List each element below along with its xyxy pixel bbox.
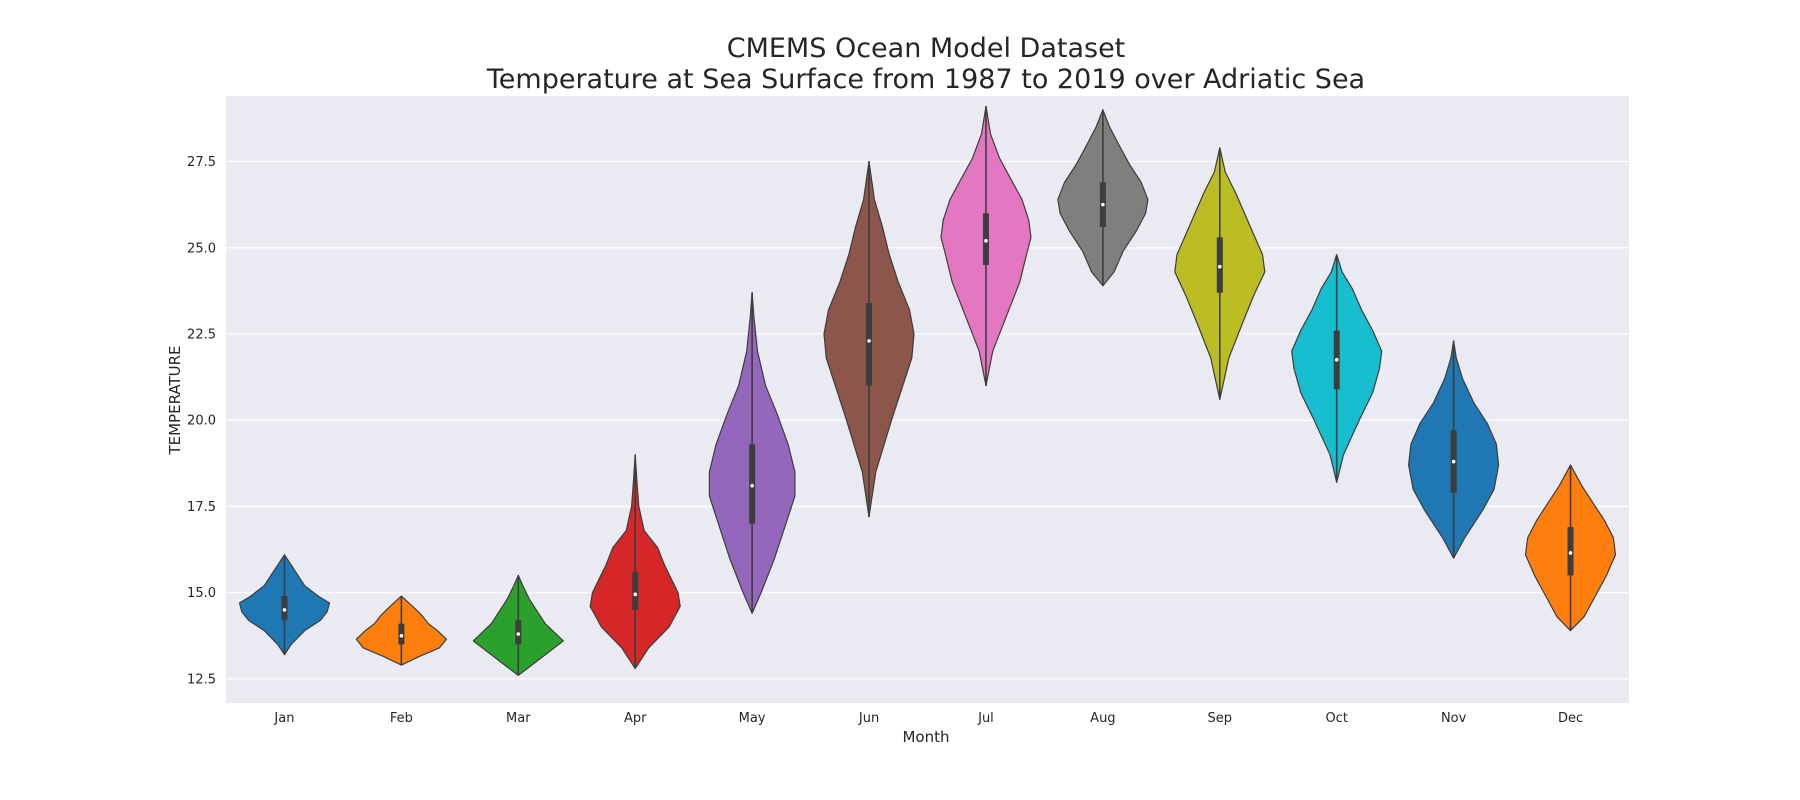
median-point xyxy=(1101,202,1105,207)
y-tick-label: 12.5 xyxy=(187,672,216,687)
iqr-box xyxy=(632,571,639,610)
median-point xyxy=(984,239,988,243)
chart-title-line-2: Temperature at Sea Surface from 1987 to … xyxy=(486,64,1365,95)
gridlines xyxy=(226,160,1629,680)
y-tick-label: 27.5 xyxy=(187,155,216,170)
violin-nov xyxy=(1408,340,1500,559)
x-tick-label: Feb xyxy=(390,711,413,726)
median-point xyxy=(399,633,404,638)
violin-mar xyxy=(472,574,564,676)
iqr-box xyxy=(866,302,873,386)
median-point xyxy=(1568,551,1573,555)
violin-may xyxy=(708,292,796,614)
x-tick-label: Apr xyxy=(624,711,647,726)
y-tick-label: 20.0 xyxy=(187,414,216,429)
x-tick-label: May xyxy=(739,711,766,726)
violin-apr xyxy=(589,454,681,670)
violin-sep xyxy=(1174,147,1266,401)
x-tick-label: Nov xyxy=(1441,711,1467,726)
x-tick-label: Jan xyxy=(273,711,294,726)
median-point xyxy=(1334,358,1339,362)
chart-title-line-1: CMEMS Ocean Model Dataset xyxy=(727,33,1126,64)
median-point xyxy=(633,592,638,597)
x-tick-label: Jun xyxy=(858,711,879,726)
x-tick-label: Mar xyxy=(506,711,531,726)
median-point xyxy=(282,608,287,612)
y-axis-label: TEMPERATURE xyxy=(166,345,184,455)
violin-aug xyxy=(1057,109,1149,287)
violins xyxy=(238,105,1617,676)
violin-dec xyxy=(1524,464,1617,632)
median-point xyxy=(750,483,754,488)
y-tick-label: 25.0 xyxy=(187,241,216,256)
median-point xyxy=(867,339,871,343)
x-tick-label: Oct xyxy=(1325,711,1347,726)
violin-jul xyxy=(940,105,1032,387)
median-point xyxy=(516,632,521,636)
x-tick-label: Jul xyxy=(977,711,994,726)
median-point xyxy=(1217,264,1222,269)
x-tick-label: Dec xyxy=(1558,711,1583,726)
violin-oct xyxy=(1291,254,1383,483)
x-tick-label: Sep xyxy=(1208,711,1233,726)
y-tick-labels: 12.5 15.0 17.5 20.0 22.5 25.0 27.5 xyxy=(187,155,216,687)
violin-feb xyxy=(355,595,447,666)
y-tick-label: 22.5 xyxy=(187,327,216,342)
violin-jan xyxy=(238,554,331,656)
x-axis-label: Month xyxy=(902,728,949,746)
y-tick-label: 15.0 xyxy=(187,586,216,601)
x-tick-label: Aug xyxy=(1090,711,1115,726)
median-point xyxy=(1451,459,1456,464)
x-tick-labels: Jan Feb Mar Apr May Jun Jul Aug Sep Oct Nov Dec xyxy=(273,711,1583,726)
y-tick-label: 17.5 xyxy=(187,500,216,515)
plot-area xyxy=(226,96,1629,703)
violin-jun xyxy=(823,160,915,518)
